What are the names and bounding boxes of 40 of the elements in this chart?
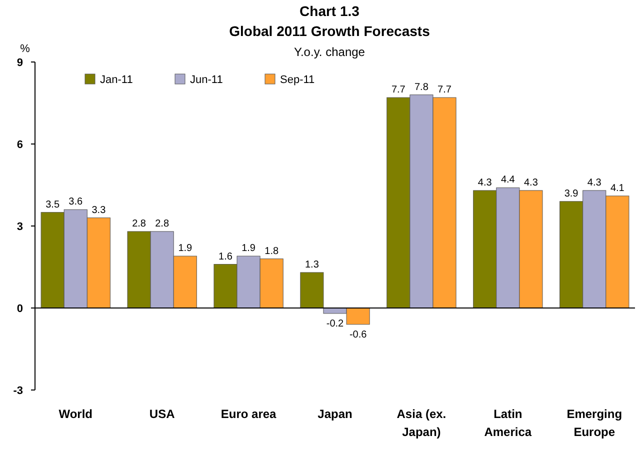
- data-label: 7.7: [391, 84, 406, 96]
- text: Y.o.y. change: [294, 45, 366, 59]
- data-label: 4.1: [610, 182, 625, 194]
- x-tick-label: Asia (ex. Japan): [396, 407, 446, 439]
- y-tick-label: 3: [16, 221, 23, 233]
- data-label: 4.4: [500, 174, 516, 186]
- y-tick-label: -3: [13, 385, 23, 397]
- chart-title: Chart 1.3: [300, 3, 360, 19]
- x-tick-label: USA: [149, 407, 176, 421]
- data-label: -0.6: [349, 329, 368, 340]
- x-tick-label: Euro area: [220, 407, 277, 421]
- y-tick-label: 0: [16, 303, 23, 315]
- data-label: 2.8: [132, 218, 146, 230]
- data-label: 3.3: [92, 204, 106, 216]
- data-label: 1.8: [264, 246, 279, 257]
- legend-label: Jan-11: [100, 74, 133, 86]
- data-label: 2.8: [155, 218, 170, 230]
- data-label: 3.6: [68, 196, 84, 208]
- x-tick-label: Emerging Europe: [566, 407, 622, 439]
- x-tick-label: Japan: [318, 407, 352, 421]
- data-label: 1.6: [218, 251, 233, 262]
- x-tick-label: World: [58, 407, 93, 421]
- data-label: 4.3: [478, 177, 492, 188]
- data-label: 7.7: [438, 84, 452, 96]
- legend-label: Jun-11: [190, 74, 223, 86]
- data-label: 4.3: [524, 177, 538, 188]
- data-label: -0.2: [326, 318, 344, 330]
- data-label: 1.9: [178, 243, 193, 254]
- data-label: 1.3: [304, 259, 320, 270]
- legend-label: Sep-11: [280, 74, 315, 86]
- data-label: 3.9: [564, 188, 579, 200]
- data-label: 1.9: [242, 243, 256, 254]
- y-tick-label: 9: [16, 57, 23, 69]
- data-label: 3.5: [46, 199, 60, 210]
- x-tick-label: Latin America: [484, 407, 532, 439]
- y-tick-label: 6: [16, 139, 23, 151]
- y-axis-title: %: [20, 43, 30, 55]
- chart-subtitle: Global 2011 Growth Forecasts: [229, 23, 430, 39]
- data-label: 7.8: [414, 82, 429, 93]
- data-label: 4.3: [587, 177, 602, 188]
